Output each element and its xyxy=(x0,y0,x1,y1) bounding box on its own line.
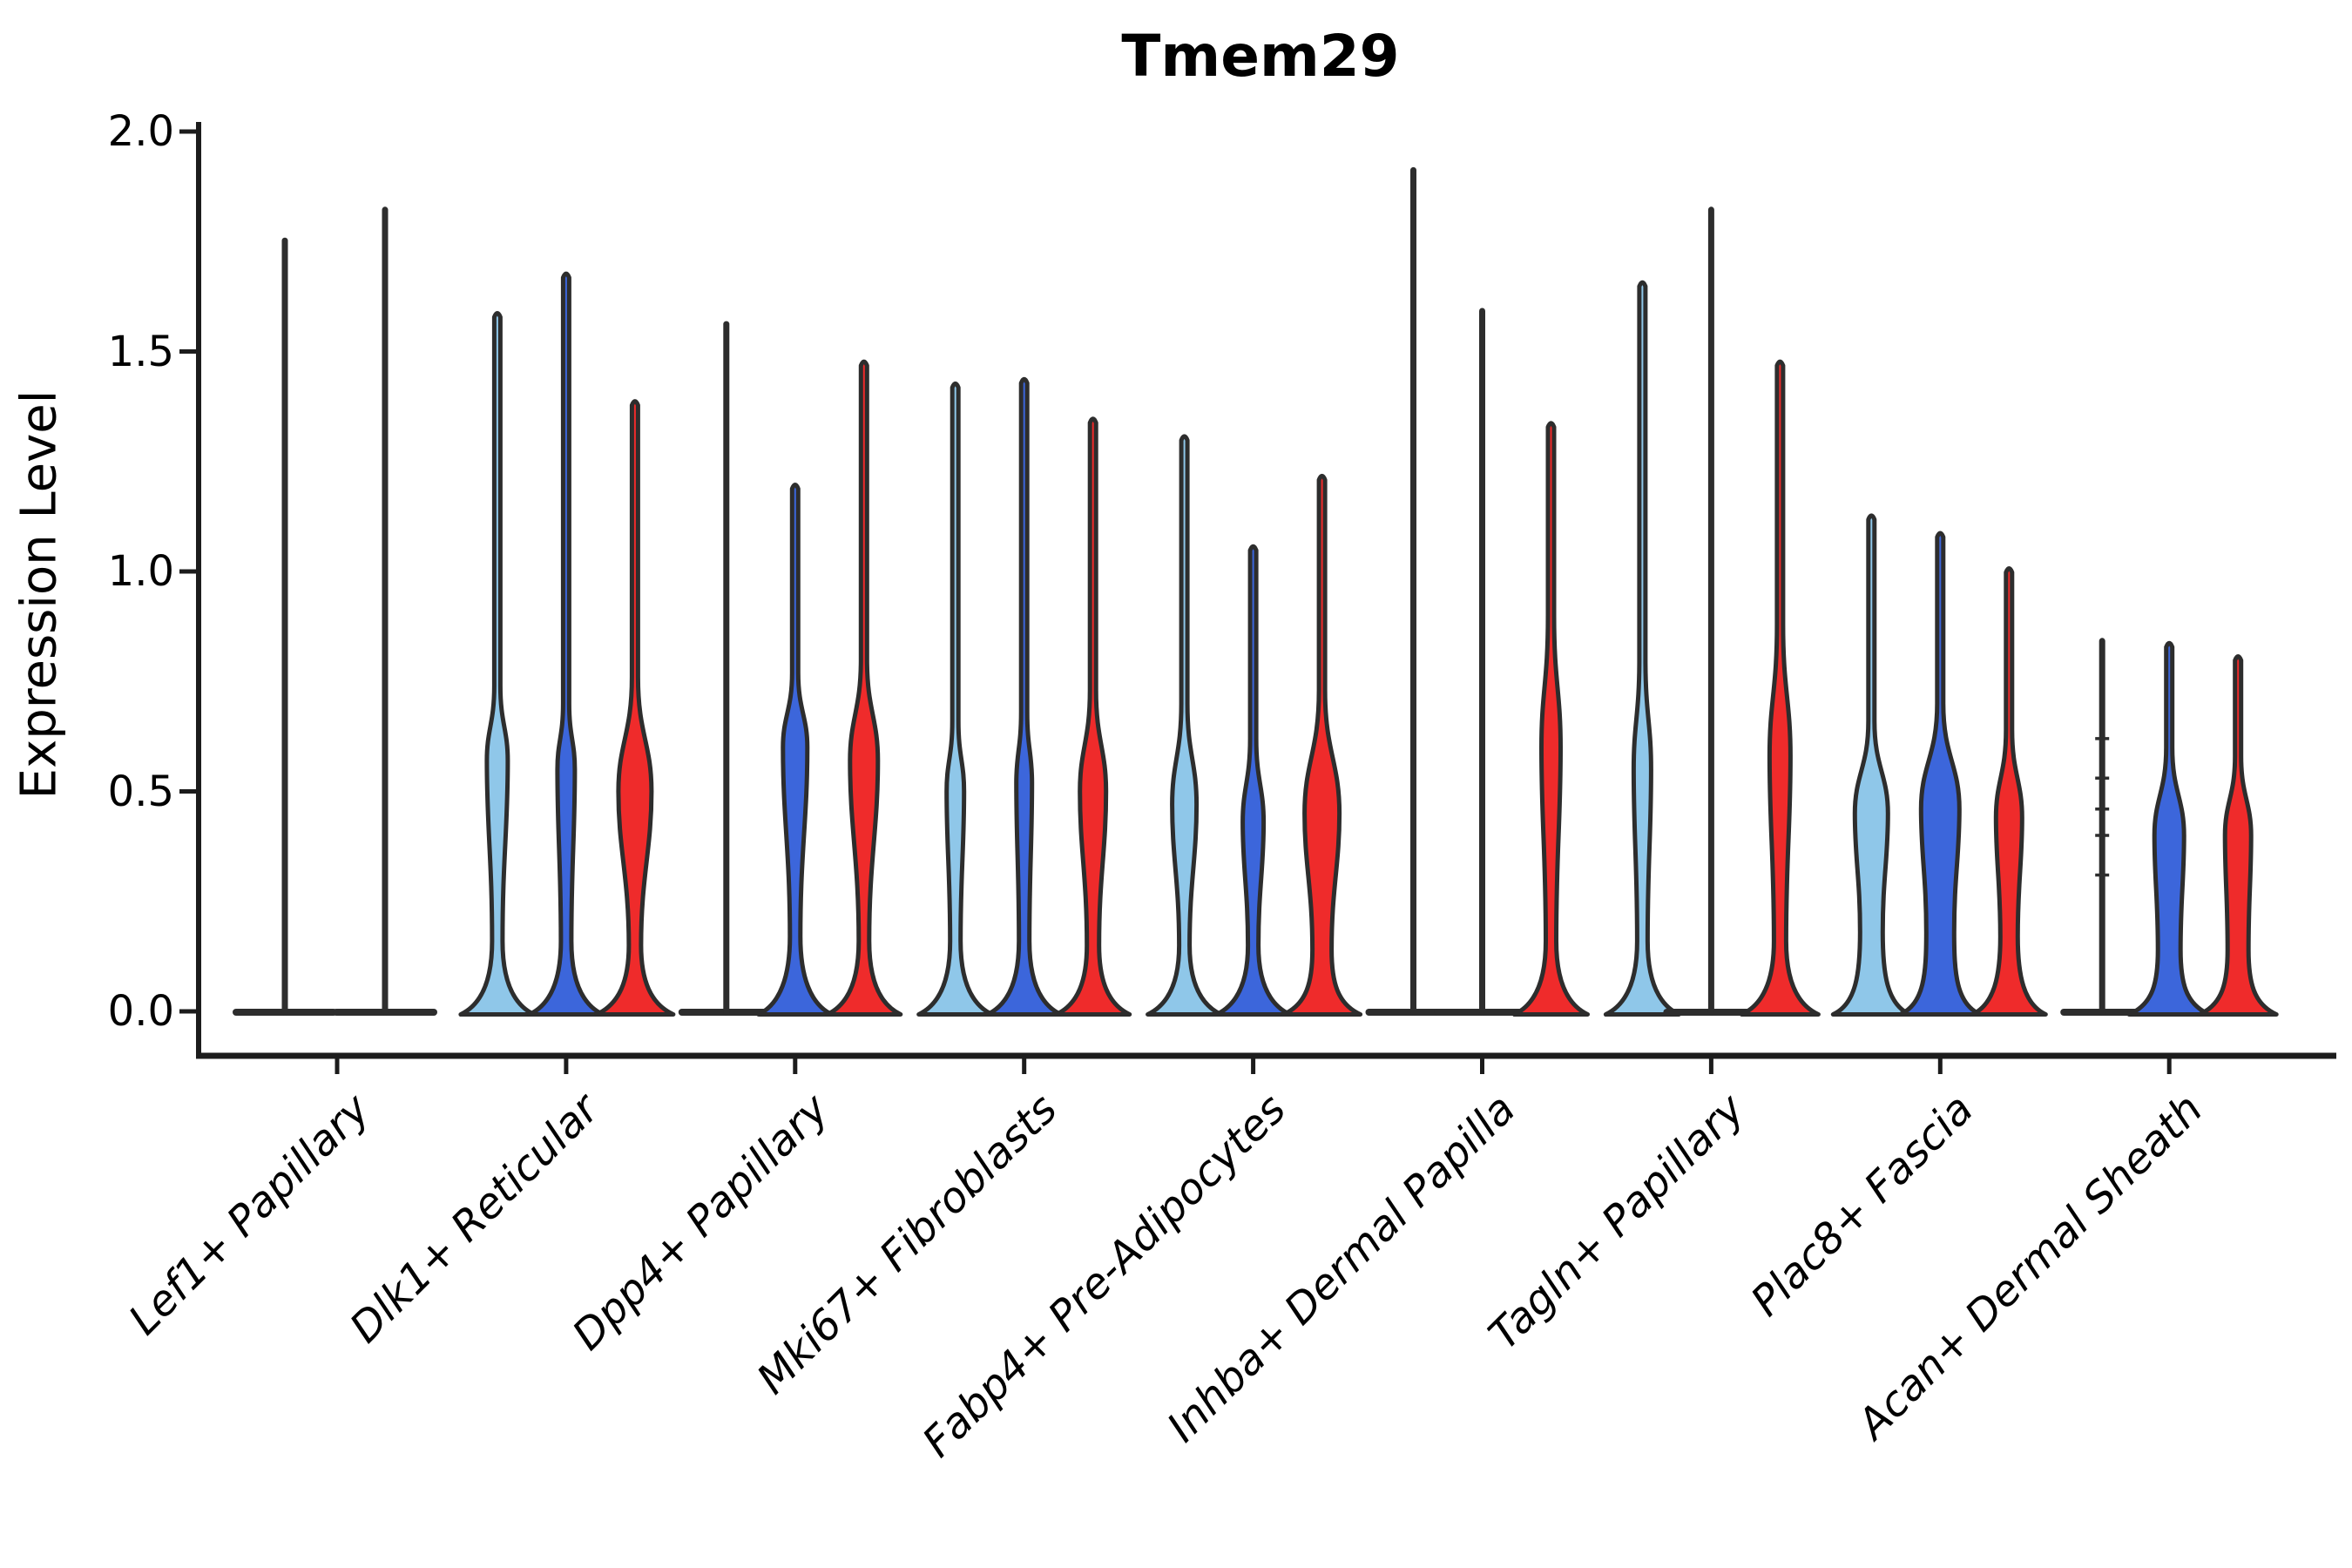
violin-acan-dermal-sheath-blue xyxy=(2126,640,2212,1017)
violin-fabp4-pre-adipocytes-blue xyxy=(1214,544,1293,1017)
violin-dlk1-reticular-light-blue xyxy=(458,311,537,1017)
violin-dpp4-papillary-red xyxy=(825,359,903,1017)
violin-fabp4-pre-adipocytes-light-blue xyxy=(1146,434,1224,1017)
violin-fabp4-pre-adipocytes-red xyxy=(1281,474,1363,1017)
violin-mki67-fibroblasts-blue xyxy=(985,376,1064,1017)
chart-title: Tmem29 xyxy=(1121,23,1400,90)
y-tick-label-0.5: 0.5 xyxy=(107,767,174,816)
y-tick-label-0.0: 0.0 xyxy=(107,987,174,1036)
violin-dlk1-reticular-red xyxy=(594,399,676,1017)
violin-plac8-fascia-light-blue xyxy=(1830,513,1912,1017)
y-tick-label-2.0: 2.0 xyxy=(107,107,174,156)
violin-inhba-dermal-papilla-red xyxy=(1512,421,1590,1017)
y-tick-label-1.5: 1.5 xyxy=(107,327,174,376)
y-tick-label-1.0: 1.0 xyxy=(107,547,174,596)
violin-mki67-fibroblasts-red xyxy=(1054,416,1132,1017)
violin-tagln-papillary-red xyxy=(1739,359,1821,1017)
violin-plac8-fascia-red xyxy=(1970,566,2048,1017)
violin-tagln-papillary-light-blue xyxy=(1603,280,1681,1017)
violin-dlk1-reticular-blue xyxy=(527,271,605,1017)
violin-mki67-fibroblasts-light-blue xyxy=(916,382,995,1017)
violin-plac8-fascia-blue xyxy=(1897,531,1983,1017)
violin-acan-dermal-sheath-red xyxy=(2197,654,2279,1017)
violin-dpp4-papillary-blue xyxy=(756,483,835,1017)
